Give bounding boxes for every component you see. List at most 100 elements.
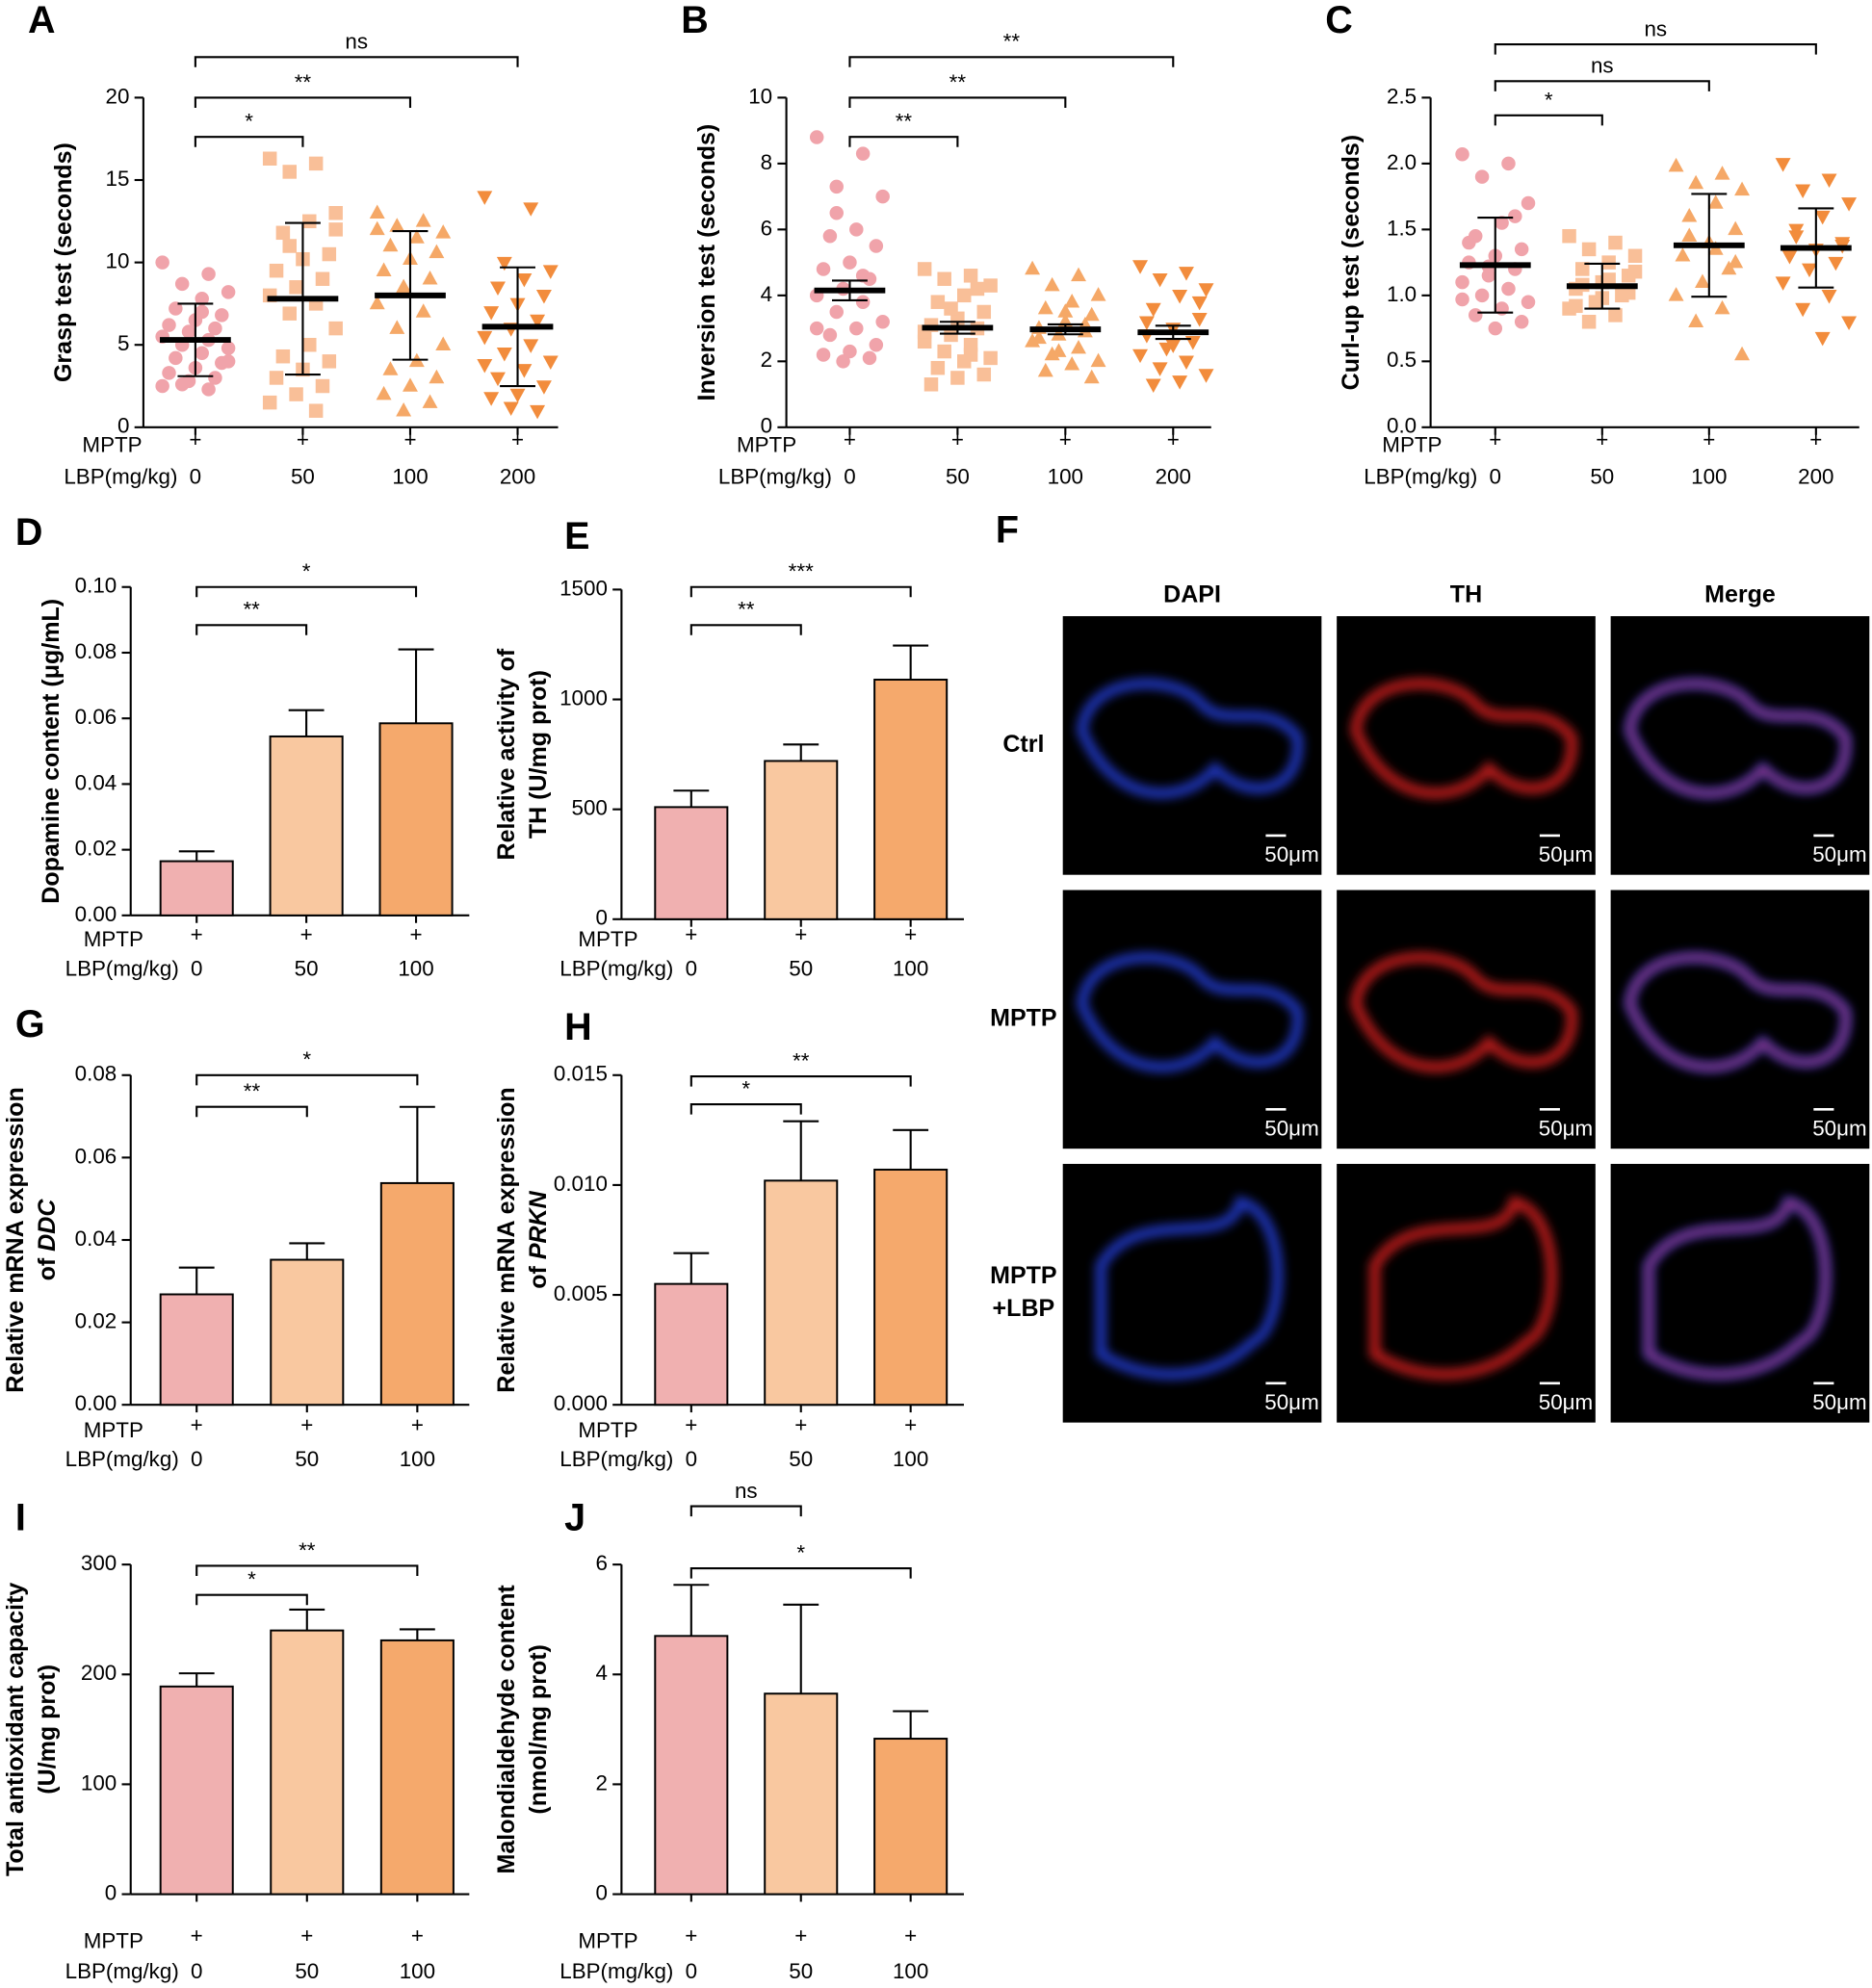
data-point [1707,194,1724,209]
data-point [1132,260,1148,274]
data-point [1198,283,1214,297]
significance-label: * [247,1567,256,1591]
row-label: MPTP [578,1418,637,1442]
data-point [275,349,291,364]
data-point [1064,294,1080,308]
data-point [201,267,216,281]
error-bar [893,644,929,680]
data-point [1681,227,1698,243]
y-tick-label: 2 [595,1770,607,1794]
y-axis-label: (nmol/mg prot) [524,1644,551,1814]
x-tick-label: 0 [191,1959,202,1983]
y-axis-label: Total antioxidant capacity [2,1583,29,1876]
data-point [1714,299,1730,315]
y-tick-label: 0.06 [75,1144,117,1168]
mptp-sign: + [1489,427,1501,452]
panel: D 0.00 0.02 0.04 0.06 0.08 0.10 Dopamine conten… [15,511,470,980]
significance-bracket [689,585,912,598]
data-point [1468,308,1483,323]
column-header: Merge [1704,581,1776,608]
data-point [1179,355,1194,371]
significance-bracket [689,1075,912,1087]
data-point [155,378,169,394]
x-tick-label: 50 [789,1959,813,1983]
column-header: DAPI [1163,581,1221,608]
y-tick-label: 0.08 [75,1062,117,1086]
y-axis-label-part: Relative activity of [492,648,519,860]
data-point [1681,207,1698,222]
data-point [917,262,932,276]
data-point [162,318,176,332]
error-bar [893,1128,929,1170]
data-point [944,301,958,316]
data-point [275,225,291,241]
data-point [490,281,506,296]
error-bar [178,850,215,862]
bar [159,860,234,917]
data-point [1025,260,1041,275]
y-axis-label-part: Grasp test (seconds) [50,142,77,382]
y-tick-label: 15 [106,167,130,191]
data-point [944,327,958,343]
data-point [477,358,493,374]
data-point [1821,173,1837,189]
data-point [869,239,884,253]
data-point [1668,157,1684,172]
scale-bar-label: 50μm [1812,1390,1866,1414]
data-point [155,255,169,270]
data-point [1627,248,1643,264]
x-tick-label: 100 [893,956,928,980]
data-point [369,295,385,310]
data-point [1814,331,1831,347]
significance-bracket [194,96,412,108]
data-point [1621,285,1636,300]
mptp-sign: + [1809,427,1822,452]
row-label: MPTP [1382,432,1442,456]
y-tick-label: 0.04 [75,770,117,794]
panel: B 0 2 4 6 8 10 Inversion test (seconds) MPTP LBP(… [681,0,1214,488]
significance-label: ** [295,70,312,94]
significance-label: * [796,1541,805,1565]
data-point [855,269,871,283]
x-tick-label: 0 [686,1959,697,1983]
significance-bracket [194,56,519,67]
data-point [208,321,222,336]
x-tick-label: 100 [400,1447,435,1471]
data-point [1668,287,1684,301]
data-point [221,341,236,355]
data-point [369,204,385,219]
data-point [1198,369,1214,383]
data-point [282,165,297,179]
panel-letter: F [996,509,1019,552]
data-point [1064,356,1080,371]
data-point [422,394,438,408]
data-point [1821,290,1837,304]
row-label: MPTP [578,1928,637,1952]
mptp-sign: + [1596,427,1608,452]
row-header: MPTP [990,1004,1057,1031]
significance-bracket [195,624,308,635]
y-tick-label: 8 [761,150,772,174]
data-point [937,271,951,286]
tissue-signal [1350,952,1577,1072]
data-point [1688,174,1704,190]
data-point [308,403,324,418]
panel-letter: G [15,1003,45,1046]
error-bar [673,1584,710,1637]
y-tick-label: 0.00 [75,902,117,926]
data-point [1455,274,1469,290]
y-axis-label: Dopamine content (μg/mL) [38,599,65,904]
data-point [516,272,533,288]
x-tick-label: 50 [295,1447,319,1471]
mptp-sign: + [844,427,856,452]
column-header: TH [1450,581,1482,608]
significance-label: ** [299,1538,316,1562]
y-tick-label: 0.005 [554,1281,608,1305]
mptp-sign: + [794,1923,807,1948]
y-tick-label: 200 [81,1661,117,1685]
y-tick-label: 5 [117,331,129,355]
data-point [396,278,412,294]
data-point [435,336,452,351]
significance-label: * [741,1076,750,1100]
y-tick-label: 0.010 [554,1172,608,1196]
